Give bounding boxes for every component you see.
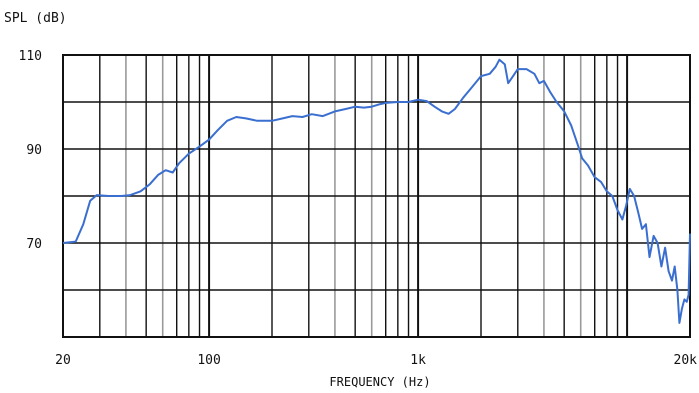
- y-tick-label: 110: [19, 49, 42, 64]
- x-tick-label: 20k: [674, 353, 698, 368]
- x-tick-label: 20: [55, 353, 71, 368]
- x-axis-label: FREQUENCY (Hz): [329, 375, 430, 389]
- y-tick-labels: 110 90 70: [19, 49, 42, 252]
- grid-lines: [63, 55, 690, 337]
- y-tick-label: 70: [26, 237, 42, 252]
- x-tick-labels: 20 100 1k 20k: [55, 353, 697, 368]
- x-tick-label: 100: [197, 353, 220, 368]
- y-axis-label: SPL (dB): [4, 11, 67, 26]
- response-curve-group: [62, 58, 691, 324]
- series-line-1: [62, 58, 691, 324]
- plot-frame: [62, 54, 691, 338]
- y-tick-label: 90: [26, 143, 42, 158]
- x-tick-label: 1k: [410, 353, 426, 368]
